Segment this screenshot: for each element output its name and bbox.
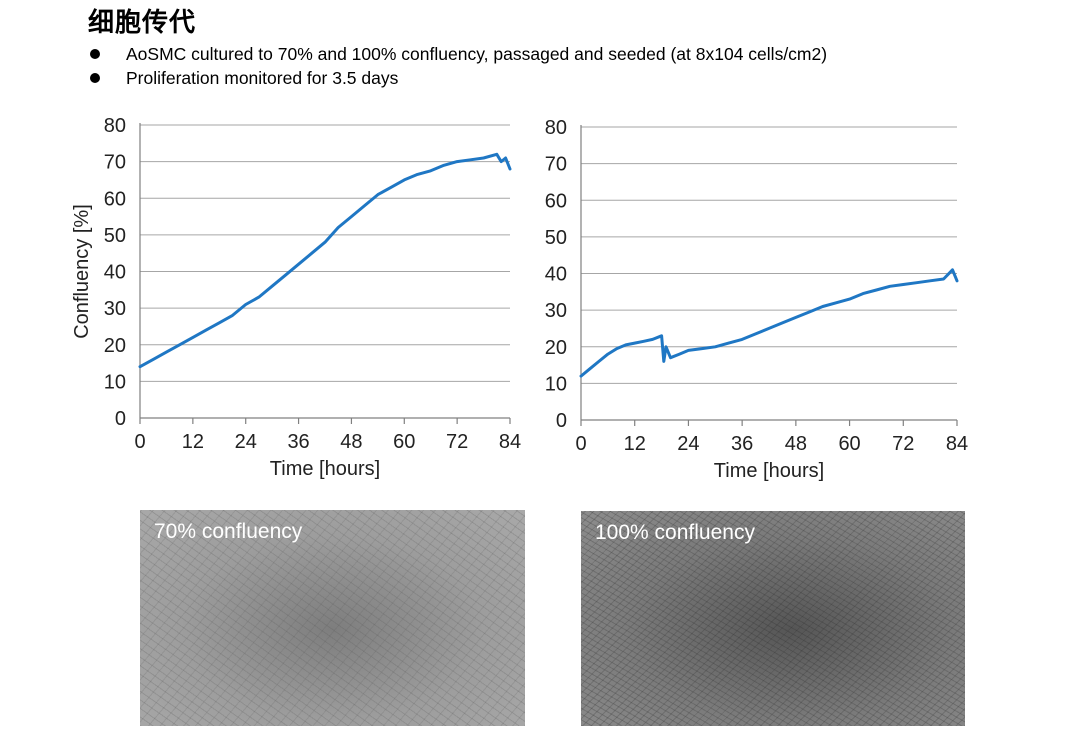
x-tick-label: 0 — [134, 431, 145, 453]
bullet-dot-icon — [90, 49, 100, 59]
y-tick-label: 60 — [104, 188, 126, 210]
y-tick-label: 10 — [104, 371, 126, 393]
y-tick-label: 40 — [545, 264, 567, 286]
x-tick-label: 12 — [182, 431, 204, 453]
y-tick-label: 40 — [104, 262, 126, 284]
x-tick-label: 60 — [838, 433, 860, 455]
bullet-dot-icon — [90, 73, 100, 83]
y-tick-label: 0 — [115, 408, 126, 430]
micrograph-100-confluency: 100% confluency — [581, 511, 965, 726]
series-line — [138, 152, 512, 369]
page-title: 细胞传代 — [88, 8, 197, 38]
y-tick-label: 60 — [545, 190, 567, 212]
y-tick-label: 80 — [545, 117, 567, 139]
x-tick-label: 12 — [624, 433, 646, 455]
x-tick-label: 48 — [340, 431, 362, 453]
micrograph-label: 70% confluency — [154, 520, 303, 543]
y-tick-label: 80 — [104, 115, 126, 137]
x-axis-label: Time [hours] — [270, 458, 380, 480]
x-tick-label: 72 — [892, 433, 914, 455]
y-tick-label: 50 — [104, 225, 126, 247]
confluency-chart-100: 0 10 20 30 40 50 60 70 80 0 12 24 36 48 60 72 84 Time [ho… — [545, 117, 968, 482]
y-axis-label: Confluency [%] — [71, 204, 93, 339]
micrograph-70-confluency: 70% confluency — [140, 510, 525, 726]
y-tick-label: 70 — [545, 154, 567, 176]
bullet-item: Proliferation monitored for 3.5 days — [88, 66, 827, 90]
x-tick-label: 24 — [677, 433, 699, 455]
x-tick-label: 60 — [393, 431, 415, 453]
x-tick-label: 24 — [235, 431, 257, 453]
x-tick-label: 84 — [946, 433, 968, 455]
y-tick-label: 30 — [545, 300, 567, 322]
bullet-text: AoSMC cultured to 70% and 100% confluenc… — [126, 44, 828, 64]
x-tick-label: 48 — [785, 433, 807, 455]
y-tick-label: 0 — [556, 410, 567, 432]
x-tick-label: 0 — [575, 433, 586, 455]
series-line — [579, 268, 959, 378]
y-tick-label: 70 — [104, 152, 126, 174]
y-tick-label: 20 — [545, 337, 567, 359]
x-tick-label: 36 — [731, 433, 753, 455]
x-tick-label: 72 — [446, 431, 468, 453]
x-axis-label: Time [hours] — [714, 460, 824, 482]
x-tick-label: 36 — [287, 431, 309, 453]
y-tick-label: 30 — [104, 298, 126, 320]
y-tick-label: 20 — [104, 335, 126, 357]
bullet-item: AoSMC cultured to 70% and 100% confluenc… — [88, 42, 827, 66]
micrograph-label: 100% confluency — [595, 521, 755, 544]
bullet-list: AoSMC cultured to 70% and 100% confluenc… — [88, 42, 827, 90]
confluency-chart-70: 0 10 20 30 40 50 60 70 80 0 12 24 36 48 60 72 84 Time [ho… — [71, 115, 521, 480]
x-tick-label: 84 — [499, 431, 521, 453]
y-tick-label: 50 — [545, 227, 567, 249]
bullet-text: Proliferation monitored for 3.5 days — [126, 68, 399, 88]
y-tick-label: 10 — [545, 373, 567, 395]
